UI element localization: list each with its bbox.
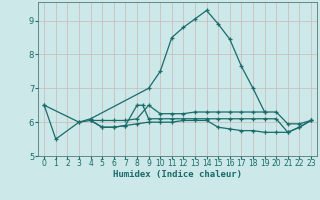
X-axis label: Humidex (Indice chaleur): Humidex (Indice chaleur) [113, 170, 242, 179]
